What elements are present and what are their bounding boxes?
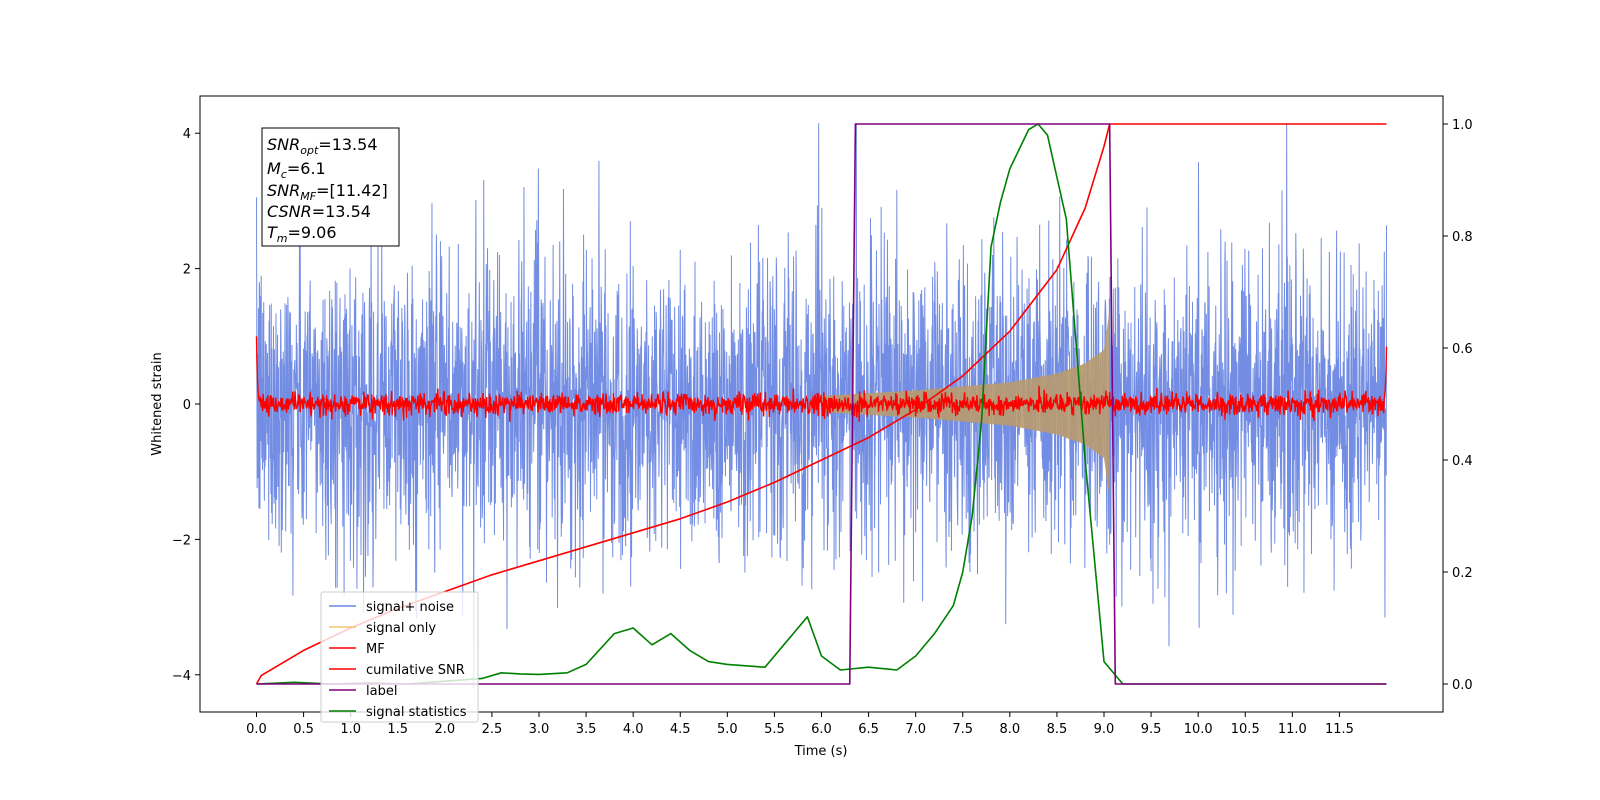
- x-tick-label: 3.5: [576, 722, 597, 737]
- y-tick-label-right: 0.4: [1452, 454, 1473, 469]
- info-box: SNRopt=13.54 Mc=6.1 SNRMF=[11.42] CSNR=1…: [261, 127, 400, 247]
- series-mf: [255, 336, 1388, 422]
- x-tick-label: 6.0: [811, 722, 832, 737]
- y-tick-label-right: 0.6: [1452, 342, 1473, 357]
- legend-label-mf: MF: [366, 642, 385, 657]
- x-axis: 0.0 0.5 1.0 1.5 2.0 2.5 3.0 3.5 4.0 4.5 5.0 5.5 6.0 6…: [246, 712, 1354, 737]
- info-csnr: CSNR=13.54: [267, 202, 371, 221]
- legend-label-signal-only: signal only: [366, 621, 436, 636]
- x-tick-label: 11.5: [1325, 722, 1354, 737]
- y-tick-label-right: 0.8: [1452, 230, 1473, 245]
- y-tick-label-right: 0.2: [1452, 566, 1473, 581]
- y-tick-label-left: 4: [183, 127, 191, 142]
- x-tick-label: 9.0: [1094, 722, 1115, 737]
- y-axis-left: 4 2 0 −2 −4: [172, 127, 200, 684]
- x-tick-label: 1.5: [387, 722, 408, 737]
- info-snr-mf: SNRMF=[11.42]: [267, 181, 388, 203]
- series-label-line: [256, 123, 1387, 685]
- y-tick-label-left: 0: [183, 398, 191, 413]
- x-tick-label: 2.0: [434, 722, 455, 737]
- legend-label-label: label: [366, 684, 397, 699]
- x-tick-label: 10.0: [1184, 722, 1213, 737]
- series-signal-noise-line: [256, 123, 1387, 689]
- y-axis-right: 1.0 0.8 0.6 0.4 0.2 0.0: [1443, 118, 1473, 693]
- x-tick-label: 9.5: [1141, 722, 1162, 737]
- series-mf-line: [255, 336, 1388, 422]
- x-tick-label: 8.5: [1047, 722, 1068, 737]
- x-tick-label: 11.0: [1278, 722, 1307, 737]
- x-tick-label: 4.0: [623, 722, 644, 737]
- x-tick-label: 8.0: [999, 722, 1020, 737]
- y-tick-label-left: −2: [172, 533, 191, 548]
- x-tick-label: 0.5: [293, 722, 314, 737]
- x-tick-label: 1.0: [340, 722, 361, 737]
- info-snr-opt: SNRopt=13.54: [267, 135, 378, 157]
- x-tick-label: 6.5: [858, 722, 879, 737]
- y-tick-label-left: −4: [172, 669, 191, 684]
- x-tick-label: 5.5: [764, 722, 785, 737]
- series-signal-statistics-line: [256, 123, 1387, 685]
- x-tick-label: 5.0: [717, 722, 738, 737]
- x-tick-label: 3.0: [529, 722, 550, 737]
- x-tick-label: 4.5: [670, 722, 691, 737]
- x-tick-label: 2.5: [482, 722, 503, 737]
- y-tick-label-right: 1.0: [1452, 118, 1473, 133]
- x-tick-label: 7.5: [952, 722, 973, 737]
- y-tick-label-left: 2: [183, 263, 191, 278]
- x-tick-label: 0.0: [246, 722, 267, 737]
- x-axis-label: Time (s): [794, 744, 848, 759]
- legend: signal+ noise signal only MF cumilative SNR…: [320, 591, 479, 723]
- y-axis-label: Whitened strain: [150, 352, 165, 455]
- legend-label-signal-noise: signal+ noise: [366, 600, 454, 615]
- info-tm: Tm=9.06: [267, 223, 337, 245]
- legend-label-cumilative-snr: cumilative SNR: [366, 663, 465, 678]
- legend-label-signal-statistics: signal statistics: [366, 705, 467, 720]
- series-signal-noise: [256, 123, 1387, 689]
- x-tick-label: 10.5: [1231, 722, 1260, 737]
- info-mc: Mc=6.1: [267, 159, 326, 181]
- x-tick-label: 7.0: [905, 722, 926, 737]
- y-tick-label-right: 0.0: [1452, 678, 1473, 693]
